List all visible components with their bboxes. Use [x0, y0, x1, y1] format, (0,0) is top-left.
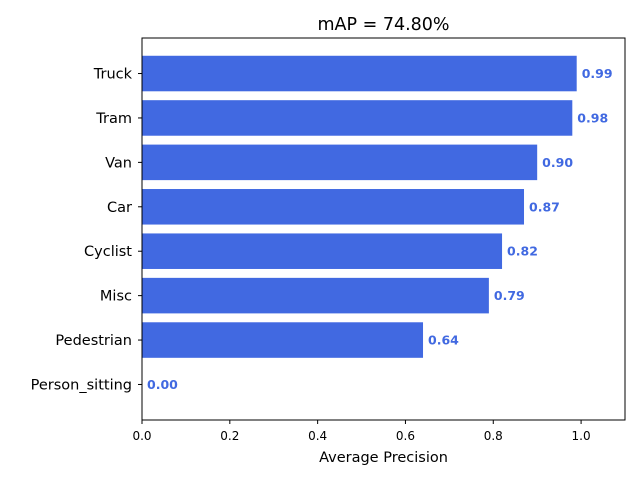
category-label: Car: [107, 200, 132, 216]
category-label: Van: [105, 155, 132, 171]
value-label: 0.64: [428, 333, 459, 348]
x-tick-label: 0.0: [132, 429, 151, 443]
bar-cyclist: [142, 233, 503, 269]
bar-car: [142, 189, 525, 225]
category-label: Person_sitting: [31, 377, 132, 393]
plot-frame: [141, 37, 626, 421]
x-tick-label: 1.0: [572, 429, 591, 443]
x-axis-label: Average Precision: [319, 450, 448, 466]
category-label: Tram: [95, 111, 132, 127]
bar-truck: [142, 55, 577, 92]
value-label: 0.79: [494, 288, 525, 303]
bars-layer: 0.99 0.98 0.90 0.87 0.82 0.79 0.64 0.00: [142, 55, 613, 392]
bar-tram: [142, 100, 573, 136]
axes-layer: Truck Tram Van Car Cyclist Misc Pedestrian Pers…: [31, 37, 626, 443]
category-label: Cyclist: [84, 244, 132, 260]
category-label: Truck: [93, 67, 133, 83]
bar-misc: [142, 277, 489, 314]
bar-pedestrian: [142, 322, 424, 358]
value-label: 0.82: [507, 244, 538, 259]
category-label: Pedestrian: [55, 333, 132, 349]
value-label: 0.87: [529, 199, 560, 214]
x-tick-label: 0.4: [308, 429, 327, 443]
category-label: Misc: [100, 289, 132, 305]
value-label: 0.98: [577, 110, 608, 125]
value-label: 0.99: [582, 66, 613, 81]
value-label: 0.00: [147, 377, 178, 392]
chart-title: mAP = 74.80%: [317, 15, 449, 35]
value-label: 0.90: [542, 155, 573, 170]
x-tick-label: 0.8: [484, 429, 503, 443]
x-tick-label: 0.2: [220, 429, 239, 443]
bar-van: [142, 144, 538, 181]
x-tick-label: 0.6: [396, 429, 415, 443]
